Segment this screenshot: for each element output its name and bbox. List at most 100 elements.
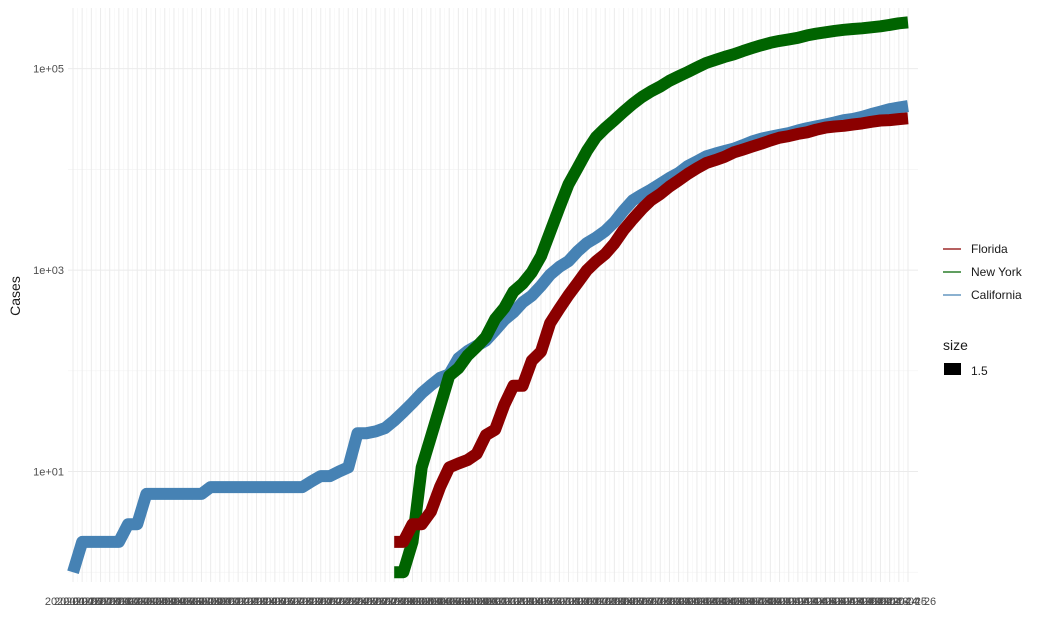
x-tick-label: 2020-02-22 xyxy=(293,596,349,608)
x-tick-label: 2020-02-19 xyxy=(265,596,321,608)
x-tick-label: 2020-03-07 xyxy=(421,596,477,608)
x-tick-label: 2020-04-12 xyxy=(751,596,807,608)
x-tick-label: 2020-02-09 xyxy=(173,596,229,608)
x-tick-label: 2020-04-15 xyxy=(779,596,835,608)
y-tick-label: 1e+01 xyxy=(33,467,64,479)
x-tick-label: 2020-02-06 xyxy=(146,596,202,608)
x-tick-label: 2020-03-20 xyxy=(540,596,596,608)
x-tick-label: 2020-04-05 xyxy=(687,596,743,608)
x-tick-label: 2020-01-31 xyxy=(91,596,147,608)
x-tick-label: 2020-02-23 xyxy=(302,596,358,608)
x-tick-label: 2020-04-23 xyxy=(852,596,908,608)
size-legend-label: 1.5 xyxy=(971,364,988,378)
x-tick-label: 2020-04-25 xyxy=(871,596,927,608)
x-tick-label: 2020-04-17 xyxy=(797,596,853,608)
x-tick-label: 2020-01-30 xyxy=(82,596,138,608)
x-tick-label: 2020-03-17 xyxy=(513,596,569,608)
x-tick-label: 2020-03-04 xyxy=(394,596,450,608)
y-tick-label: 1e+03 xyxy=(33,265,64,277)
x-tick-label: 2020-04-08 xyxy=(715,596,771,608)
x-tick-label: 2020-03-01 xyxy=(366,596,422,608)
series-line-florida xyxy=(394,112,909,548)
x-tick-label: 2020-04-18 xyxy=(806,596,862,608)
x-tick-label: 2020-03-19 xyxy=(531,596,587,608)
x-tick-label: 2020-03-30 xyxy=(632,596,688,608)
x-tick-label: 2020-03-14 xyxy=(485,596,541,608)
x-tick-label: 2020-04-01 xyxy=(650,596,706,608)
x-tick-label: 2020-02-17 xyxy=(247,596,303,608)
x-tick-label: 2020-03-02 xyxy=(375,596,431,608)
x-tick-label: 2020-03-21 xyxy=(550,596,606,608)
x-tick-label: 2020-01-28 xyxy=(63,596,119,608)
x-tick-label: 2020-02-03 xyxy=(118,596,174,608)
x-tick-label: 2020-03-15 xyxy=(494,596,550,608)
x-tick-label: 2020-02-07 xyxy=(155,596,211,608)
x-tick-label: 2020-02-15 xyxy=(228,596,284,608)
x-tick-label: 2020-03-22 xyxy=(559,596,615,608)
x-tick-label: 2020-02-01 xyxy=(100,596,156,608)
x-tick-label: 2020-04-04 xyxy=(678,596,734,608)
legend-label: California xyxy=(971,288,1022,302)
x-tick-label: 2020-03-23 xyxy=(568,596,624,608)
x-tick-label: 2020-04-24 xyxy=(862,596,918,608)
x-tick-label: 2020-02-04 xyxy=(127,596,183,608)
size-legend-title: size xyxy=(943,337,968,353)
x-tick-label: 2020-04-21 xyxy=(834,596,890,608)
x-tick-label: 2020-03-25 xyxy=(586,596,642,608)
x-tick-label: 2020-03-08 xyxy=(430,596,486,608)
x-tick-label: 2020-02-21 xyxy=(283,596,339,608)
x-tick-label: 2020-04-22 xyxy=(843,596,899,608)
x-tick-label: 2020-01-29 xyxy=(72,596,128,608)
x-tick-label: 2020-02-26 xyxy=(329,596,385,608)
x-tick-label: 2020-02-25 xyxy=(320,596,376,608)
x-tick-label: 2020-02-14 xyxy=(219,596,275,608)
x-tick-label: 2020-04-14 xyxy=(770,596,826,608)
x-tick-label: 2020-03-03 xyxy=(384,596,440,608)
x-tick-label: 2020-04-07 xyxy=(706,596,762,608)
series-line-new-york xyxy=(394,16,909,579)
x-tick-label: 2020-04-26 xyxy=(880,596,936,608)
size-legend-key xyxy=(944,363,961,375)
x-tick-label: 2020-02-28 xyxy=(348,596,404,608)
x-tick-label: 2020-03-26 xyxy=(595,596,651,608)
x-tick-label: 2020-02-20 xyxy=(274,596,330,608)
x-tick-label: 2020-03-10 xyxy=(449,596,505,608)
x-tick-label: 2020-04-20 xyxy=(825,596,881,608)
x-tick-label: 2020-02-27 xyxy=(338,596,394,608)
x-tick-label: 2020-03-28 xyxy=(614,596,670,608)
x-tick-label: 2020-01-27 xyxy=(54,596,110,608)
x-tick-label: 2020-02-24 xyxy=(311,596,367,608)
x-tick-label: 2020-03-09 xyxy=(439,596,495,608)
x-axis-ticks: 2020-01-262020-01-272020-01-282020-01-29… xyxy=(45,596,936,608)
size-legend: size 1.5 xyxy=(943,337,988,378)
x-tick-label: 2020-02-29 xyxy=(357,596,413,608)
x-tick-label: 2020-04-11 xyxy=(743,596,798,608)
x-tick-label: 2020-01-26 xyxy=(45,596,101,608)
x-tick-label: 2020-03-24 xyxy=(577,596,633,608)
legend-label: Florida xyxy=(971,242,1008,256)
x-tick-label: 2020-04-13 xyxy=(761,596,817,608)
x-tick-label: 2020-04-02 xyxy=(660,596,716,608)
x-tick-label: 2020-03-06 xyxy=(412,596,468,608)
x-tick-label: 2020-02-02 xyxy=(109,596,165,608)
x-tick-label: 2020-04-19 xyxy=(816,596,872,608)
x-tick-label: 2020-02-12 xyxy=(201,596,257,608)
x-tick-label: 2020-02-10 xyxy=(182,596,238,608)
x-tick-label: 2020-03-05 xyxy=(403,596,459,608)
x-tick-label: 2020-03-16 xyxy=(504,596,560,608)
x-tick-label: 2020-02-18 xyxy=(256,596,312,608)
y-axis-title: Cases xyxy=(7,276,23,316)
x-tick-label: 2020-03-27 xyxy=(605,596,661,608)
x-tick-label: 2020-04-03 xyxy=(669,596,725,608)
x-tick-label: 2020-03-29 xyxy=(623,596,679,608)
series-lines xyxy=(67,16,909,579)
legend: Florida New York California xyxy=(943,242,1023,302)
x-tick-label: 2020-02-13 xyxy=(210,596,266,608)
x-tick-label: 2020-03-13 xyxy=(476,596,532,608)
x-tick-label: 2020-04-10 xyxy=(733,596,789,608)
y-tick-label: 1e+05 xyxy=(33,64,64,76)
x-tick-label: 2020-03-31 xyxy=(641,596,697,608)
x-tick-label: 2020-02-05 xyxy=(137,596,193,608)
legend-label: New York xyxy=(971,265,1023,279)
